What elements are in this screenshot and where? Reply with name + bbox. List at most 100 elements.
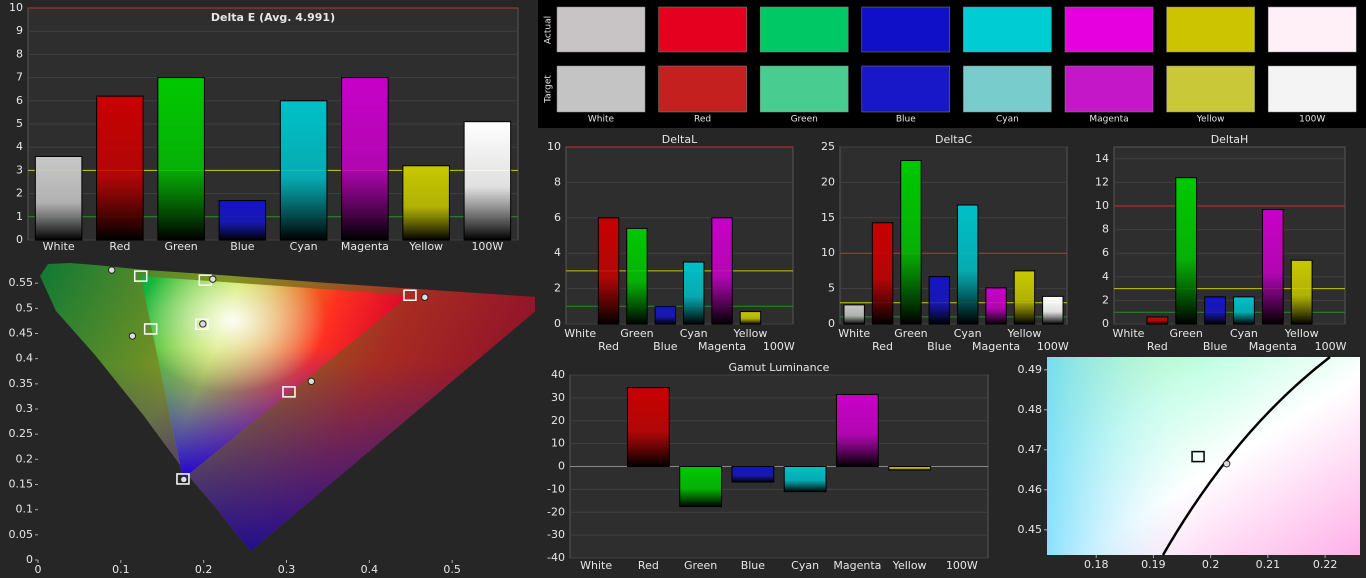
bar — [218, 200, 267, 241]
swatch-label: 100W — [1299, 115, 1325, 125]
y-tick-label: 14 — [1095, 152, 1109, 165]
actual-swatch — [759, 6, 849, 53]
actual-swatch — [556, 6, 646, 53]
x-tick-label: Magenta — [833, 559, 881, 572]
y-tick-label: 0.49 — [1018, 363, 1043, 376]
x-tick-label: 0.19 — [1141, 558, 1166, 571]
bar — [341, 77, 389, 241]
bar — [871, 222, 894, 325]
bar — [1261, 209, 1284, 325]
x-tick-label: White — [580, 559, 612, 572]
y-tick-label: 2 — [554, 282, 561, 295]
bar — [402, 165, 450, 241]
x-tick-label: 0.5 — [443, 563, 461, 576]
x-tick-label: 0.3 — [278, 563, 296, 576]
x-tick-label: White — [43, 240, 75, 253]
x-tick-label: 100W — [763, 340, 795, 353]
actual-point — [180, 475, 188, 484]
bar — [157, 77, 205, 241]
y-tick-label: 4 — [1102, 270, 1109, 283]
target-point — [195, 318, 209, 331]
y-tick-label: 1 — [16, 210, 23, 223]
y-tick-label: 8 — [1102, 223, 1109, 236]
y-tick-label: 15 — [821, 211, 835, 224]
x-tick-label: 100W — [1037, 340, 1069, 353]
bar — [731, 466, 775, 483]
x-tick-label: Cyan — [791, 559, 819, 572]
actual-swatch — [1166, 6, 1255, 53]
y-tick-label: 6 — [554, 211, 561, 224]
y-tick-label: 2 — [16, 187, 23, 200]
x-tick-label: Green — [684, 559, 717, 572]
y-tick-label: 6 — [16, 94, 23, 107]
actual-point — [128, 332, 137, 340]
y-tick-label: 30 — [551, 391, 565, 404]
x-tick-label: Yellow — [733, 327, 768, 340]
bar — [1146, 316, 1169, 325]
y-tick-label: 8 — [16, 47, 23, 60]
y-tick-label: 0.45 — [9, 327, 34, 340]
bar — [985, 287, 1007, 325]
x-tick-label: Blue — [741, 559, 766, 572]
bar — [597, 217, 620, 325]
actual-swatch — [861, 6, 951, 53]
y-tick-label: 4 — [554, 246, 561, 259]
y-tick-label: 10 — [9, 1, 23, 14]
target-swatch — [658, 65, 747, 113]
x-tick-label: Yellow — [408, 240, 443, 253]
x-tick-label: Green — [1170, 327, 1203, 340]
chart-title: Delta E (Avg. 4.991) — [211, 11, 335, 24]
actual-point — [421, 293, 429, 301]
y-tick-label: 10 — [547, 140, 561, 153]
y-tick-label: -10 — [547, 482, 565, 495]
y-tick-label: 12 — [1095, 175, 1109, 188]
swatch-label: White — [588, 115, 615, 125]
chart-title: DeltaL — [662, 133, 698, 146]
x-tick-label: 100W — [471, 240, 503, 253]
x-tick-label: Yellow — [1284, 327, 1319, 340]
bar — [679, 466, 723, 508]
x-tick-label: White — [838, 327, 870, 340]
x-tick-label: Red — [638, 559, 659, 572]
target-swatch — [1064, 65, 1154, 113]
y-tick-label: 2 — [1102, 293, 1109, 306]
actual-point — [199, 320, 207, 328]
target-point — [1191, 450, 1205, 463]
bar — [900, 159, 922, 325]
swatch-label: Magenta — [1089, 115, 1128, 125]
x-tick-label: Cyan — [954, 327, 982, 340]
x-tick-label: White — [564, 327, 596, 340]
actual-point — [1222, 460, 1231, 468]
x-tick-label: Blue — [230, 240, 255, 253]
bar — [463, 121, 512, 241]
bar — [34, 155, 83, 241]
y-tick-label: 0.05 — [9, 528, 34, 541]
x-tick-label: Green — [894, 327, 927, 340]
x-tick-label: 100W — [1315, 340, 1347, 353]
bar — [654, 305, 677, 325]
y-tick-label: 0 — [554, 317, 561, 330]
y-tick-label: 0 — [16, 233, 23, 246]
x-tick-label: Red — [1147, 340, 1168, 353]
x-tick-label: Magenta — [698, 340, 746, 353]
target-swatch — [861, 65, 951, 113]
bar — [843, 304, 865, 325]
x-tick-label: Red — [872, 340, 893, 353]
bar — [1290, 259, 1313, 325]
y-tick-label: 0.45 — [1018, 523, 1043, 536]
y-tick-label: 0.48 — [1018, 403, 1043, 416]
bar — [956, 204, 979, 325]
x-tick-label: Cyan — [1230, 327, 1258, 340]
x-tick-label: 0.18 — [1084, 558, 1109, 571]
y-tick-label: 0 — [26, 553, 33, 566]
y-tick-label: 0.1 — [16, 503, 34, 516]
y-tick-label: 0 — [828, 317, 835, 330]
y-tick-label: 8 — [554, 175, 561, 188]
swatch-label: Cyan — [996, 115, 1019, 125]
x-tick-label: Yellow — [1007, 327, 1042, 340]
chart-title: DeltaC — [935, 133, 972, 146]
y-tick-label: 0.55 — [9, 276, 34, 289]
x-tick-label: 0.4 — [361, 563, 379, 576]
y-tick-label: 0.5 — [16, 301, 34, 314]
y-tick-label: 20 — [821, 175, 835, 188]
